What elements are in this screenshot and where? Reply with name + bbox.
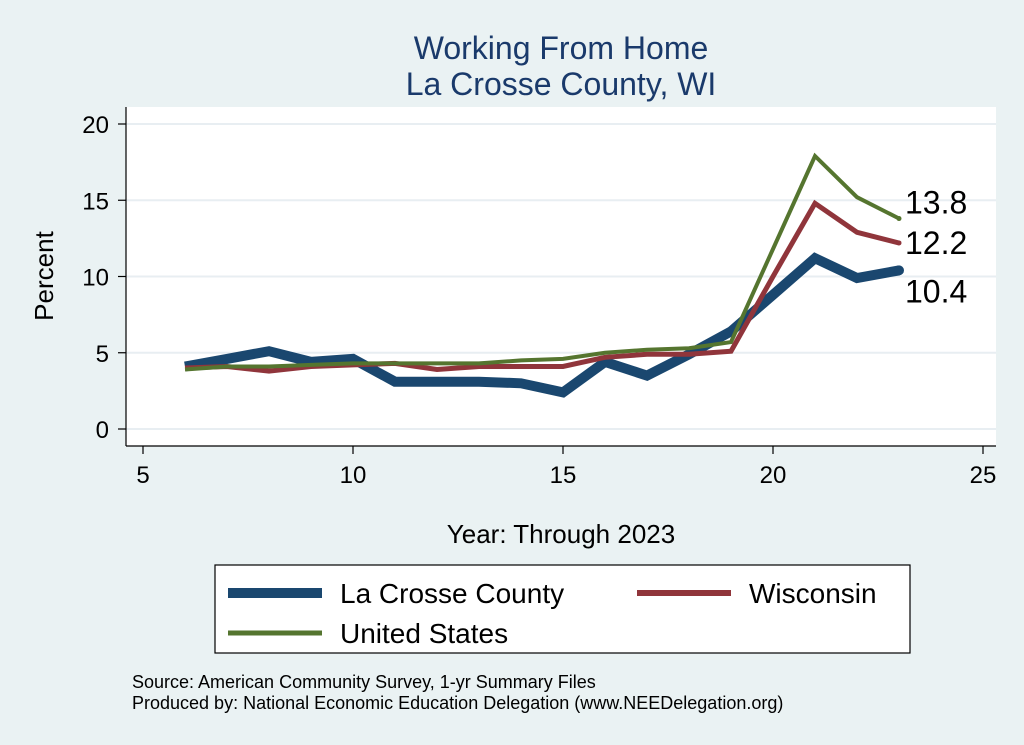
x-tick-label-20: 20 <box>760 462 787 489</box>
end-label-la-crosse-county: 10.4 <box>905 273 967 309</box>
y-tick-label-0: 0 <box>96 417 109 444</box>
legend-label-la-crosse-county: La Crosse County <box>340 578 564 609</box>
legend: La Crosse County Wisconsin United States <box>214 564 911 654</box>
series-end-point-wisconsin <box>896 240 902 246</box>
producer-note: Produced by: National Economic Education… <box>132 693 783 713</box>
chart-subtitle: La Crosse County, WI <box>406 66 717 102</box>
legend-box <box>214 564 911 654</box>
series-end-point-united-states <box>896 216 902 222</box>
end-labels: 10.4 12.2 13.8 <box>905 185 967 310</box>
x-axis-ticks: 5 10 15 20 25 <box>136 446 996 489</box>
legend-label-united-states: United States <box>340 618 508 649</box>
x-tick-label-15: 15 <box>550 462 577 489</box>
series-line-wisconsin <box>184 199 900 374</box>
y-tick-label-10: 10 <box>82 265 109 292</box>
series-line-la-crosse-county <box>184 252 900 398</box>
series-end-point-la-crosse-county <box>894 265 904 276</box>
x-tick-label-10: 10 <box>340 462 367 489</box>
chart-title: Working From Home <box>414 30 709 66</box>
y-tick-label-15: 15 <box>82 188 109 215</box>
x-axis-title: Year: Through 2023 <box>447 519 675 549</box>
x-tick-label-25: 25 <box>970 462 997 489</box>
series-line-united-states <box>184 152 900 372</box>
y-tick-label-5: 5 <box>96 341 109 368</box>
source-note: Source: American Community Survey, 1-yr … <box>132 672 596 692</box>
x-tick-label-5: 5 <box>136 462 149 489</box>
y-tick-label-20: 20 <box>82 112 109 139</box>
y-axis-ticks: 0 5 10 15 20 <box>82 112 126 444</box>
end-label-wisconsin: 12.2 <box>905 225 967 261</box>
series-lines <box>184 152 904 398</box>
end-label-united-states: 13.8 <box>905 185 967 221</box>
y-axis-title: Percent <box>29 230 59 320</box>
legend-label-wisconsin: Wisconsin <box>749 578 877 609</box>
